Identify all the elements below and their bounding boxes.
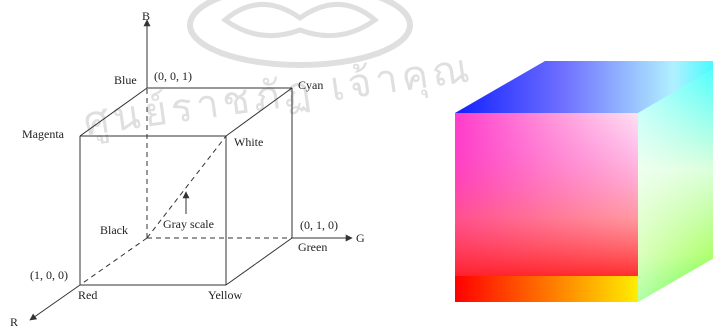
watermark-seal [187, 0, 413, 68]
gray-scale-label: Gray scale [163, 217, 214, 231]
watermark-text: ศูนย์ราชภัฏ เจ้าคุณ [81, 45, 476, 146]
corner-label-cyan: Cyan [298, 78, 323, 92]
rendered-color-cube [455, 61, 713, 302]
cube-front-face-shade [455, 113, 638, 302]
corner-label-magenta: Magenta [22, 127, 65, 141]
hidden-edge-black-red [79, 237, 148, 286]
axis-label-r: R [10, 315, 18, 328]
axis-r [29, 284, 81, 321]
corner-label-white: White [234, 135, 263, 149]
corner-label-blue: Blue [114, 73, 137, 87]
corner-label-green: Green [298, 240, 327, 254]
corner-label-black: Black [100, 223, 128, 237]
schematic-cube: B G R Blue (0, 0, 1) Cyan Magenta White … [10, 9, 365, 328]
watermark-seal-ornament [220, 2, 380, 39]
axis-label-b: B [142, 9, 150, 23]
coord-label-blue: (0, 0, 1) [154, 69, 192, 83]
corner-label-yellow: Yellow [208, 288, 242, 302]
edge-cyan-white [225, 87, 293, 137]
edge-yellow-green [225, 237, 293, 286]
coord-label-green: (0, 1, 0) [300, 218, 338, 232]
gray-scale-diagonal [146, 135, 227, 239]
coord-label-red: (1, 0, 0) [30, 268, 68, 282]
watermark: ศูนย์ราชภัฏ เจ้าคุณ [81, 0, 476, 146]
corner-label-red: Red [78, 288, 97, 302]
cube-side-face-highlight [638, 69, 713, 302]
edge-blue-magenta [79, 87, 148, 137]
axis-label-g: G [356, 231, 365, 245]
cube-front-face-bottom [455, 276, 638, 302]
cube-top-face [455, 61, 713, 113]
